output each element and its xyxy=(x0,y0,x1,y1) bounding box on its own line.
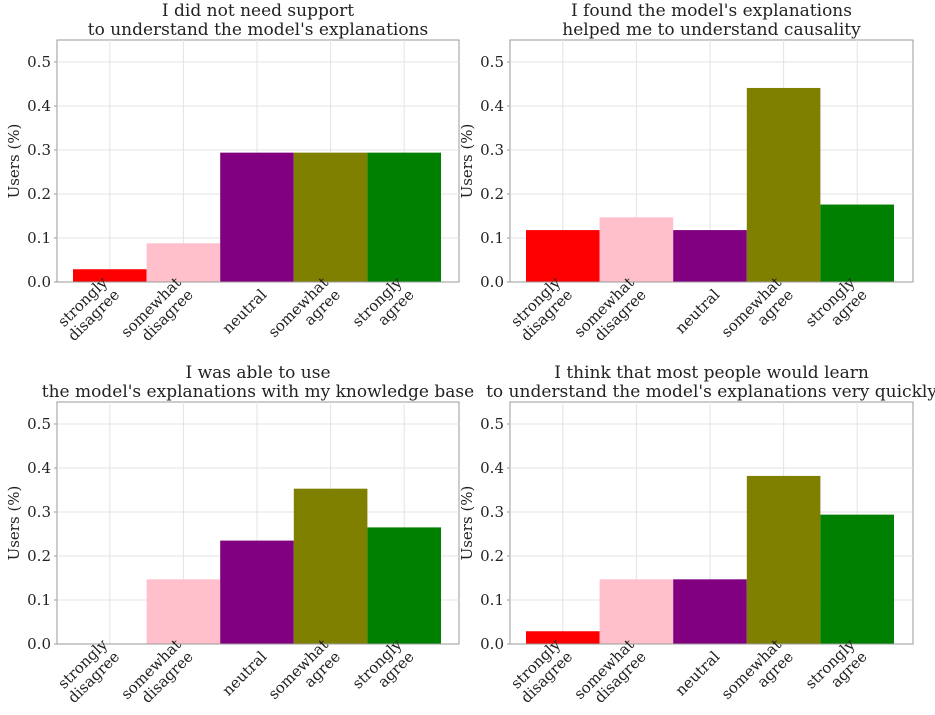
bar xyxy=(820,514,894,644)
bar xyxy=(820,204,894,282)
y-tick-label: 0.1 xyxy=(27,229,51,247)
chart-title-line: to understand the model's explanations xyxy=(88,20,429,40)
x-tick-label: neutral xyxy=(219,285,271,337)
bar xyxy=(293,152,368,282)
y-axis-label: Users (%) xyxy=(5,486,23,561)
y-tick-label: 0.5 xyxy=(27,53,51,71)
chart-panel-2: 0.0 0.1 0.2 0.3 0.4 0.5 Users (%) I found the m… xyxy=(458,1,914,345)
x-tick-label: neutral xyxy=(672,285,724,337)
y-tick-label: 0.2 xyxy=(27,185,51,203)
y-tick-label: 0.0 xyxy=(27,635,51,653)
bar xyxy=(293,488,368,644)
x-tick-label-line: neutral xyxy=(672,647,724,699)
bar xyxy=(526,631,600,644)
x-tick-label-line: neutral xyxy=(672,285,724,337)
bar xyxy=(146,579,221,644)
bar xyxy=(746,87,821,283)
bar xyxy=(220,540,294,644)
bar xyxy=(746,475,821,644)
bar xyxy=(367,527,441,644)
y-tick-label: 0.0 xyxy=(480,635,504,653)
bar xyxy=(673,579,747,644)
y-tick-label: 0.5 xyxy=(27,415,51,433)
y-tick-label: 0.5 xyxy=(480,53,504,71)
y-tick-label: 0.1 xyxy=(480,229,504,247)
bar xyxy=(599,217,674,282)
y-tick-label: 0.1 xyxy=(480,591,504,609)
bar xyxy=(599,579,674,644)
chart-title-line: I was able to use xyxy=(185,363,330,383)
chart-title-line: I found the model's explanations xyxy=(571,1,852,21)
y-tick-label: 0.4 xyxy=(27,97,51,115)
y-tick-label: 0.4 xyxy=(27,459,51,477)
bar xyxy=(220,152,294,282)
chart-panel-1: 0.0 0.1 0.2 0.3 0.4 0.5 Users (%) I did not nee… xyxy=(5,1,460,345)
bar xyxy=(673,230,747,282)
y-axis-label: Users (%) xyxy=(5,124,23,199)
y-tick-label: 0.3 xyxy=(480,141,504,159)
y-tick-label: 0.3 xyxy=(27,141,51,159)
x-tick-label-line: neutral xyxy=(219,285,271,337)
bar xyxy=(526,230,600,282)
chart-title-line: to understand the model's explanations v… xyxy=(486,382,935,402)
y-tick-label: 0.3 xyxy=(480,503,504,521)
y-tick-label: 0.0 xyxy=(480,273,504,291)
chart-title-line: the model's explanations with my knowled… xyxy=(42,382,474,402)
y-axis-label: Users (%) xyxy=(458,124,476,199)
y-tick-label: 0.2 xyxy=(480,185,504,203)
y-tick-label: 0.0 xyxy=(27,273,51,291)
x-tick-label: neutral xyxy=(672,647,724,699)
y-tick-label: 0.2 xyxy=(480,547,504,565)
y-axis-label: Users (%) xyxy=(458,486,476,561)
bar xyxy=(367,152,441,282)
y-tick-label: 0.5 xyxy=(480,415,504,433)
bar xyxy=(73,269,147,282)
chart-title-line: I think that most people would learn xyxy=(554,363,869,383)
y-tick-label: 0.2 xyxy=(27,547,51,565)
bar xyxy=(146,243,221,282)
chart-panel-4: 0.0 0.1 0.2 0.3 0.4 0.5 Users (%) I think that … xyxy=(458,363,935,707)
y-tick-label: 0.4 xyxy=(480,97,504,115)
chart-title-line: helped me to understand causality xyxy=(562,20,861,40)
y-tick-label: 0.3 xyxy=(27,503,51,521)
chart-panel-3: 0.0 0.1 0.2 0.3 0.4 0.5 Users (%) I was able to… xyxy=(5,363,474,707)
y-tick-label: 0.4 xyxy=(480,459,504,477)
x-tick-label-line: neutral xyxy=(219,647,271,699)
x-tick-label: neutral xyxy=(219,647,271,699)
y-tick-label: 0.1 xyxy=(27,591,51,609)
chart-title-line: I did not need support xyxy=(162,1,354,21)
